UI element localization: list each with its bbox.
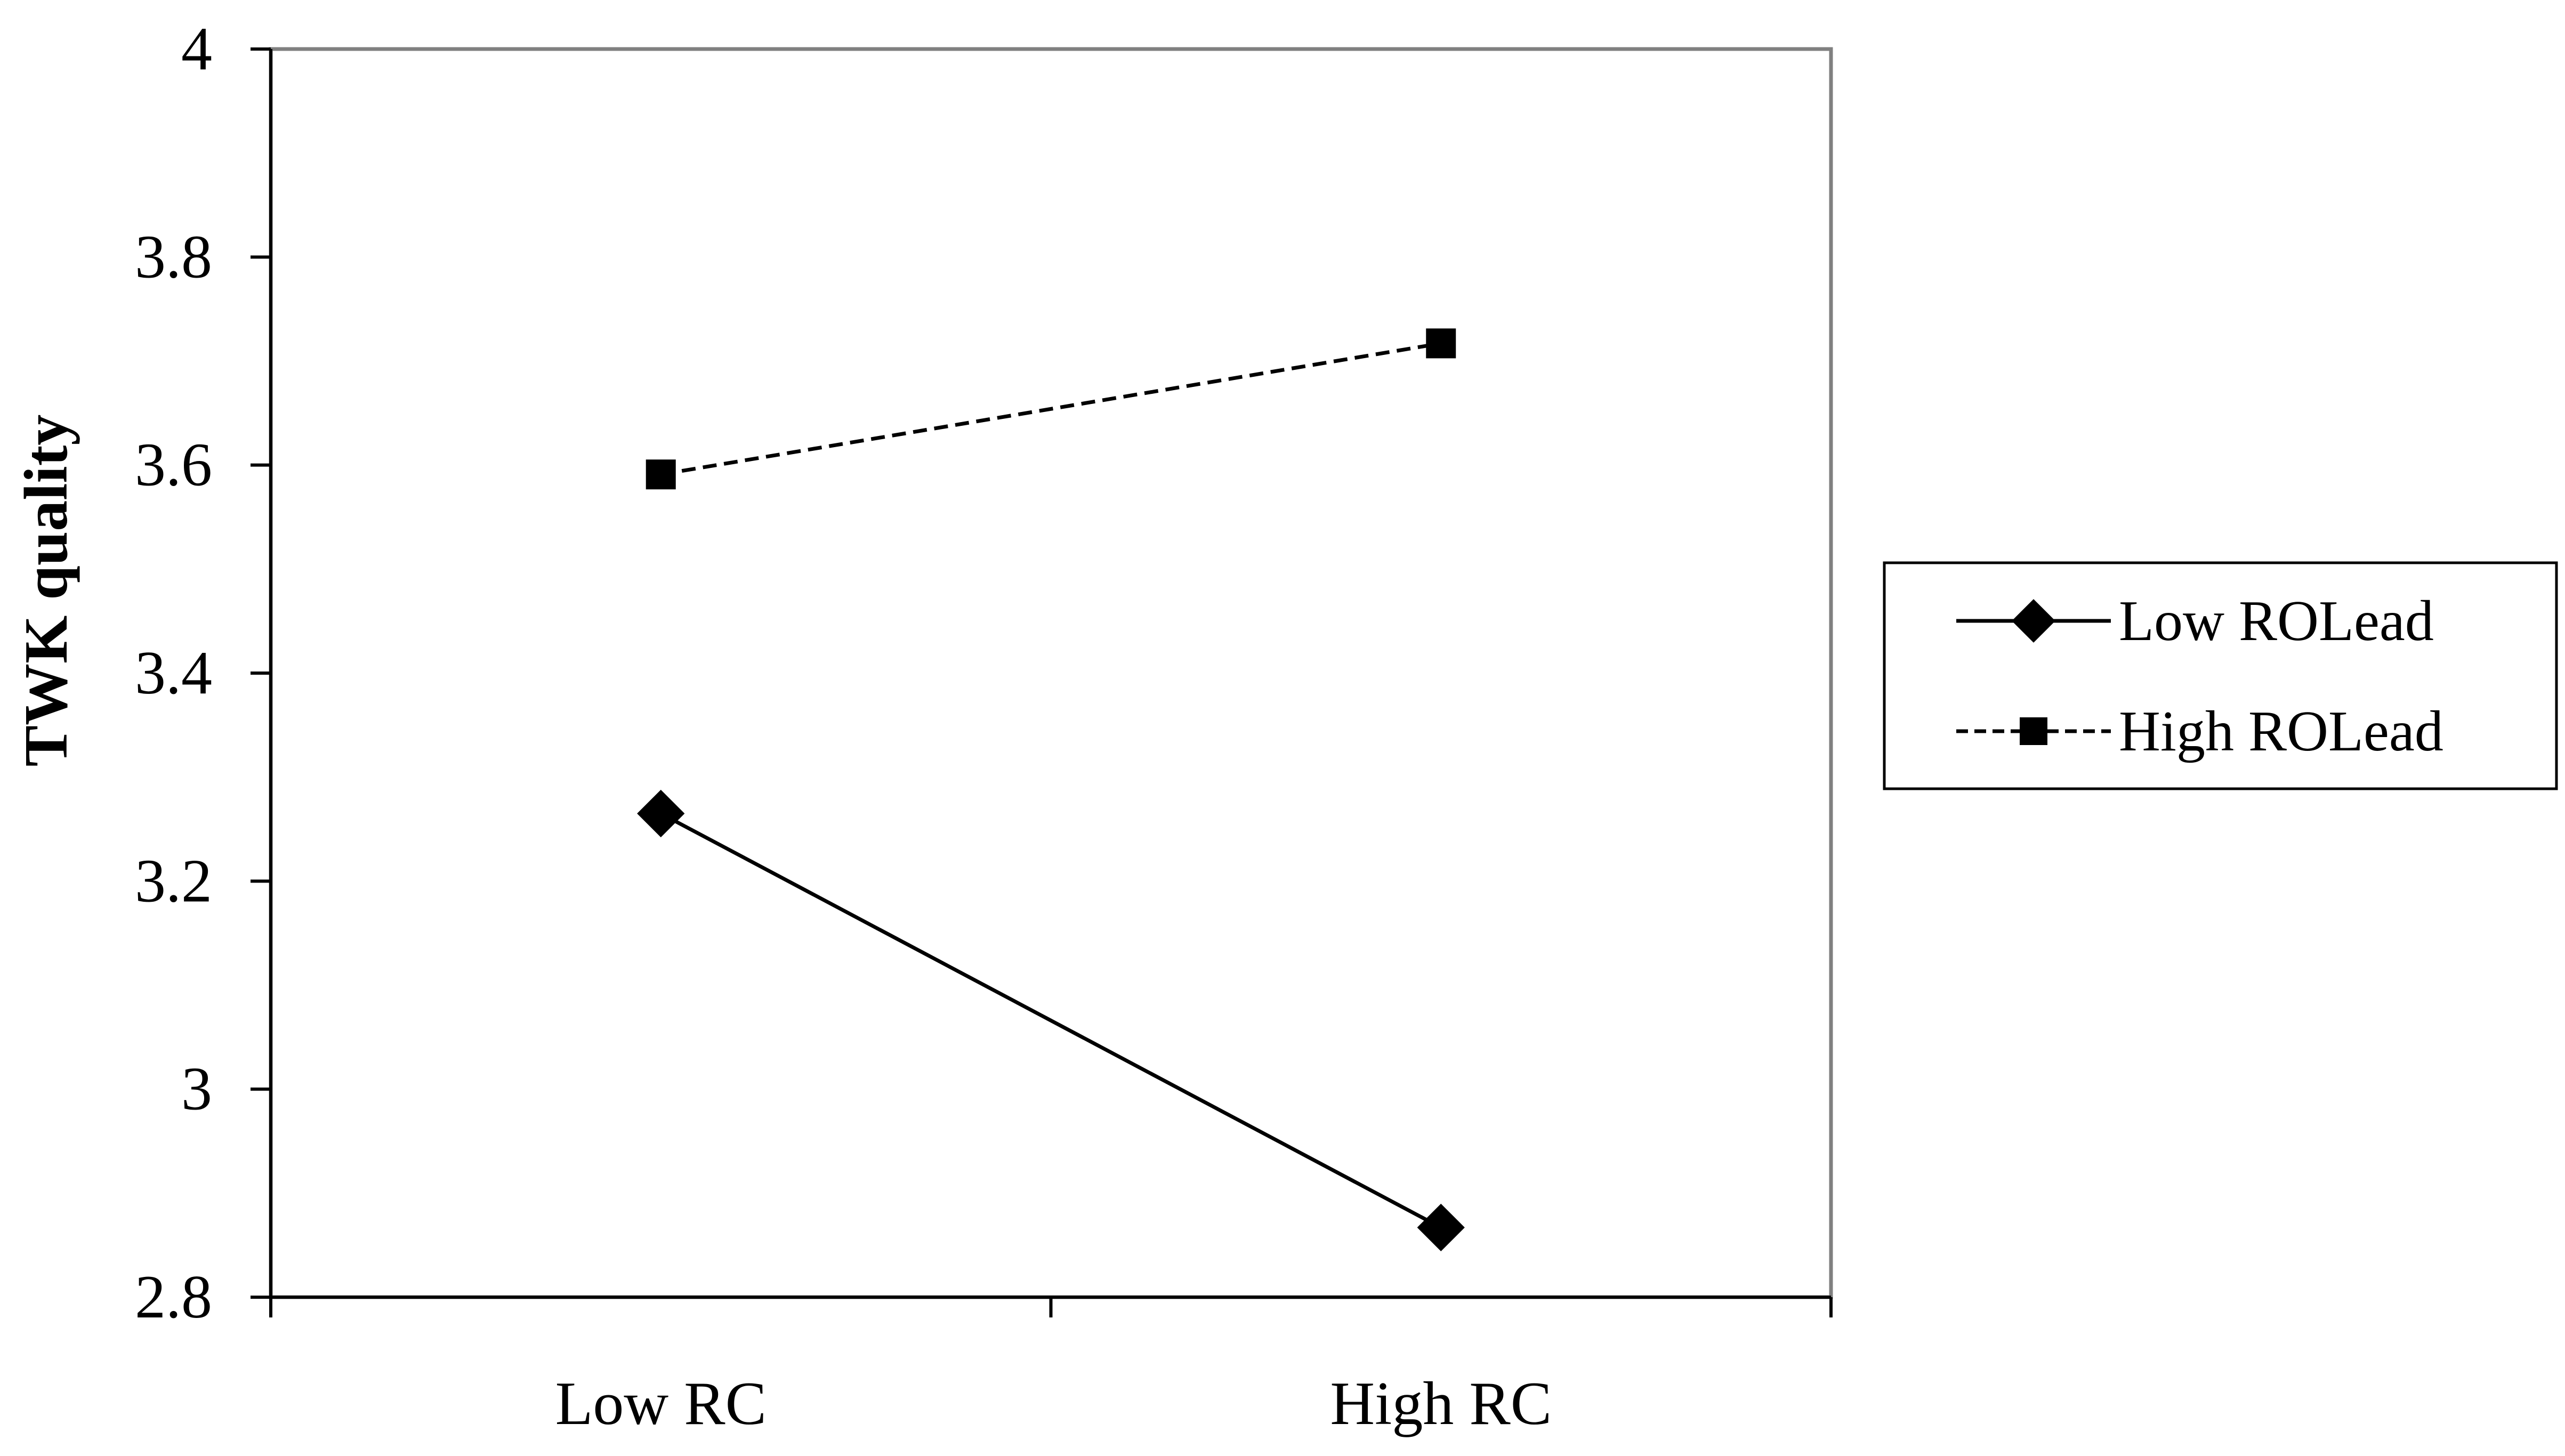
x-tick-label: Low RC: [555, 1370, 767, 1438]
y-tick-label: 4: [181, 15, 212, 83]
data-point: [1426, 328, 1456, 359]
y-tick-label: 3.2: [135, 847, 212, 915]
data-point: [1417, 1203, 1465, 1251]
series-low-rolead: [637, 789, 1465, 1251]
y-tick-label: 3.8: [135, 223, 212, 291]
y-tick-label: 2.8: [135, 1263, 212, 1331]
series-line: [660, 341, 1441, 476]
legend: Low ROLead High ROLead: [1956, 589, 2443, 763]
series-line: [660, 812, 1442, 1229]
x-axis-ticks: Low RC High RC: [269, 1297, 1833, 1438]
y-tick-label: 3.4: [135, 639, 212, 707]
data-point: [646, 459, 676, 490]
plot-area-border: [269, 47, 1833, 1299]
y-axis-ticks: 2.8 3 3.2 3.4 3.6 3.8 4: [135, 15, 271, 1331]
y-tick-label: 3: [181, 1055, 212, 1123]
legend-label: Low ROLead: [2119, 589, 2434, 653]
series-high-rolead: [646, 328, 1456, 490]
series-layer: [637, 328, 1465, 1251]
y-tick-label: 3.6: [135, 431, 212, 499]
data-point: [637, 789, 685, 838]
legend-marker: [2020, 717, 2047, 745]
legend-marker: [2012, 599, 2055, 643]
y-axis-title: TWK quality: [12, 415, 80, 767]
legend-box: [1883, 561, 2558, 790]
x-tick-label: High RC: [1330, 1370, 1552, 1438]
legend-label: High ROLead: [2119, 700, 2443, 763]
